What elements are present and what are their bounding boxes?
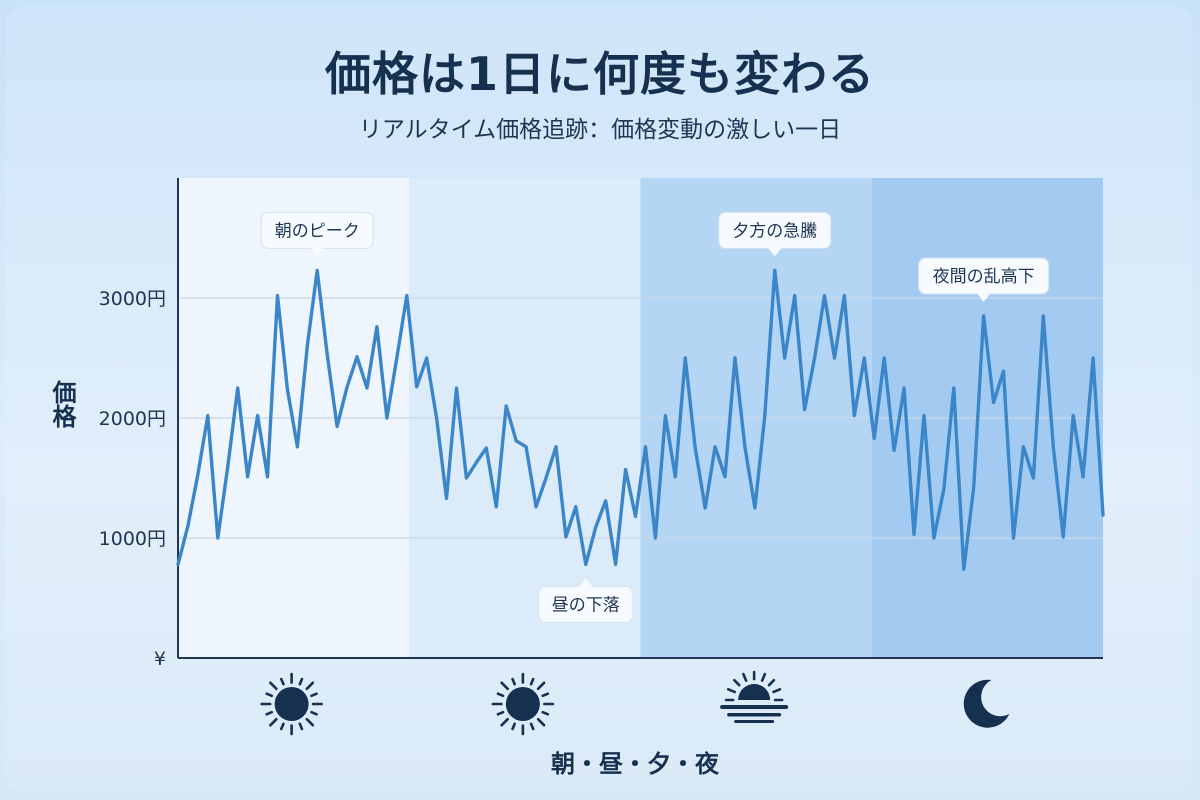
- sun-ray: [496, 692, 505, 698]
- annotation-4: 夜間の乱高下: [918, 257, 1050, 302]
- sun-ray: [310, 710, 318, 716]
- annotation-3: 夕方の急騰: [718, 211, 832, 257]
- sun-ray: [496, 710, 505, 716]
- sun-ray: [500, 717, 509, 727]
- annotation-pointer: [976, 293, 991, 302]
- x-axis-label: 朝・昼・夕・夜: [551, 750, 719, 778]
- sunset-icon: [720, 670, 789, 723]
- chart-title: 価格は1日に何度も変わる: [324, 47, 875, 101]
- sunset-ray: [760, 672, 767, 682]
- sun-ray: [529, 677, 535, 686]
- moon-crescent: [963, 679, 1010, 728]
- sun-icon: [491, 672, 555, 736]
- sunset-ray: [742, 672, 748, 682]
- period-icons: [260, 670, 1010, 736]
- sun-ray: [541, 692, 550, 698]
- annotation-1: 朝のピーク: [260, 211, 374, 257]
- sun-ray: [511, 677, 516, 686]
- chart-subtitle: リアルタイム価格追跡：価格変動の激しい一日: [358, 117, 842, 143]
- sun-ray: [279, 722, 285, 731]
- price-series-line: [176, 268, 1105, 571]
- sun-ray: [500, 681, 509, 691]
- moon-icon: [963, 679, 1010, 728]
- sun-ray: [305, 681, 315, 691]
- sun-ray: [279, 677, 285, 686]
- sun-disc: [274, 687, 309, 721]
- sunset-disc: [738, 684, 771, 700]
- annotation-label: 夜間の乱高下: [933, 267, 1035, 287]
- sun-ray: [269, 681, 278, 691]
- y-tick-label: 1000円: [99, 528, 166, 550]
- annotation-pointer: [767, 247, 782, 257]
- horizon-line: [727, 713, 782, 717]
- sun-disc: [505, 687, 540, 721]
- sun-ray: [529, 722, 535, 731]
- sun-ray: [298, 722, 304, 731]
- sun-icon: [260, 672, 323, 736]
- y-tick-label: 3000円: [99, 288, 166, 310]
- sunset-ray: [767, 678, 776, 687]
- sun-ray: [536, 717, 546, 727]
- sunset-ray: [726, 687, 737, 694]
- grid-lines: [178, 297, 1103, 539]
- annotation-2: 昼の下落: [538, 578, 634, 623]
- sun-ray: [511, 722, 516, 731]
- sun-ray: [269, 717, 278, 727]
- horizon-line: [720, 705, 789, 709]
- sun-ray: [310, 692, 318, 698]
- sun-ray: [536, 681, 546, 691]
- annotation-label: 夕方の急騰: [732, 221, 817, 241]
- y-tick-labels: 3000円 2000円 1000円 ¥: [99, 288, 166, 670]
- annotation-pointer: [578, 578, 593, 588]
- sun-ray: [298, 677, 304, 686]
- series-layer: [176, 268, 1105, 571]
- y-axis-label: 価格: [48, 380, 76, 428]
- annotation-label: 昼の下落: [552, 595, 620, 615]
- axes: [177, 178, 1103, 659]
- y-tick-label: 2000円: [99, 408, 166, 430]
- sunset-ray: [772, 687, 782, 694]
- sun-ray: [305, 717, 315, 727]
- sun-ray: [265, 710, 274, 716]
- annotation-label: 朝のピーク: [275, 221, 360, 241]
- horizon-line: [734, 720, 775, 723]
- sun-ray: [541, 710, 550, 716]
- y-tick-label: ¥: [154, 648, 166, 670]
- annotation-pointer: [310, 247, 325, 257]
- sun-ray: [265, 692, 274, 698]
- sunset-ray: [733, 678, 741, 687]
